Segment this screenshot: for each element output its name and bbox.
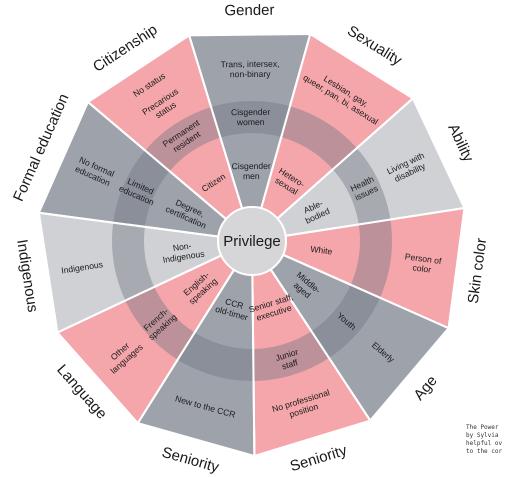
segment-divider (188, 35, 245, 213)
center-hub (217, 206, 287, 276)
segment-divider (87, 101, 230, 223)
segment-divider (267, 265, 372, 422)
middle-label-5: Juniorstaff (274, 347, 302, 373)
segment-divider (57, 252, 226, 334)
center-privilege-label: Privilege (223, 233, 281, 250)
middle-ring (112, 101, 392, 381)
segment-divider (279, 252, 449, 330)
segment-divider (38, 211, 223, 239)
inner-label-3: White (310, 244, 333, 257)
category-label-8: Indigenous (13, 238, 41, 313)
source-caption: The Power by Sylvia helpful ov to the co… (466, 424, 503, 455)
category-label-6: Seniority (160, 444, 221, 476)
category-label-2: Ability (444, 121, 477, 165)
category-label-5: Seniority (288, 442, 349, 475)
segment-divider (281, 207, 465, 238)
middle-label-0: Cisgenderwomen (231, 107, 271, 127)
category-label-0: Gender (224, 2, 274, 20)
inner-label-0: Cisgendermen (232, 161, 272, 181)
segment-divider (259, 33, 312, 213)
outer-label-0: Trans, intersex,non-binary (221, 59, 280, 80)
category-label-4: Age (410, 372, 440, 403)
segment-divider (251, 270, 256, 456)
category-label-3: Skin color (465, 237, 491, 305)
outer-label-3: Person ofcolor (403, 251, 443, 276)
segment-divider (273, 97, 414, 222)
segment-divider (136, 265, 237, 424)
